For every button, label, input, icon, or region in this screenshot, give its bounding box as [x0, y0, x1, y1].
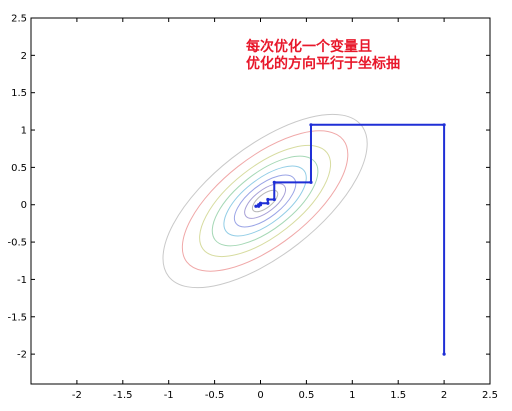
series-point	[309, 123, 313, 127]
x-tick-label: 0	[257, 390, 263, 401]
contour-line	[223, 165, 307, 237]
x-tick-label: -1	[164, 390, 174, 401]
series-point	[272, 180, 276, 184]
y-axis: 2.5 2 1.5 1 0.5 0 -0.5 -1 -1.5 -2	[7, 14, 490, 361]
contour-line	[244, 183, 287, 219]
y-tick-label: -0.5	[7, 238, 27, 249]
contour-line	[233, 174, 297, 228]
annotation-line-1: 每次优化一个变量且	[246, 38, 372, 55]
x-tick-label: 2.5	[482, 390, 498, 401]
series-point	[309, 180, 313, 184]
x-tick-label: -2	[72, 390, 82, 401]
series-point	[266, 197, 270, 202]
series-point	[272, 197, 276, 202]
series-point	[254, 204, 258, 208]
x-tick-label: 2	[441, 390, 447, 401]
series-point	[442, 123, 446, 127]
y-tick-label: -1	[17, 275, 27, 286]
series-point	[257, 204, 261, 208]
y-tick-label: 0.5	[11, 163, 27, 174]
x-tick-label: 1.5	[390, 390, 406, 401]
contour-line	[211, 155, 319, 247]
y-tick-label: 2.5	[11, 14, 27, 25]
x-axis: -2 -1.5 -1 -0.5 0 0.5 1 1.5 2 2.5	[72, 18, 498, 401]
contour-line	[181, 130, 349, 272]
contour-line	[251, 189, 279, 213]
y-tick-label: -2	[17, 350, 27, 361]
series-point	[442, 352, 446, 356]
series-point	[266, 201, 270, 205]
x-tick-label: 0.5	[298, 390, 314, 401]
y-tick-label: 1.5	[11, 88, 27, 99]
plot-area	[31, 18, 490, 384]
annotation-line-2: 优化的方向平行于坐标抽	[246, 55, 400, 72]
y-tick-label: 0	[21, 200, 27, 211]
y-tick-label: 2	[21, 51, 27, 62]
y-tick-label: 1	[21, 126, 27, 137]
contour-line	[199, 144, 332, 258]
x-tick-label: 1	[349, 390, 355, 401]
descent-path	[254, 123, 446, 356]
x-tick-label: -0.5	[205, 390, 225, 401]
x-tick-label: -1.5	[113, 390, 133, 401]
y-tick-label: -1.5	[7, 312, 27, 323]
